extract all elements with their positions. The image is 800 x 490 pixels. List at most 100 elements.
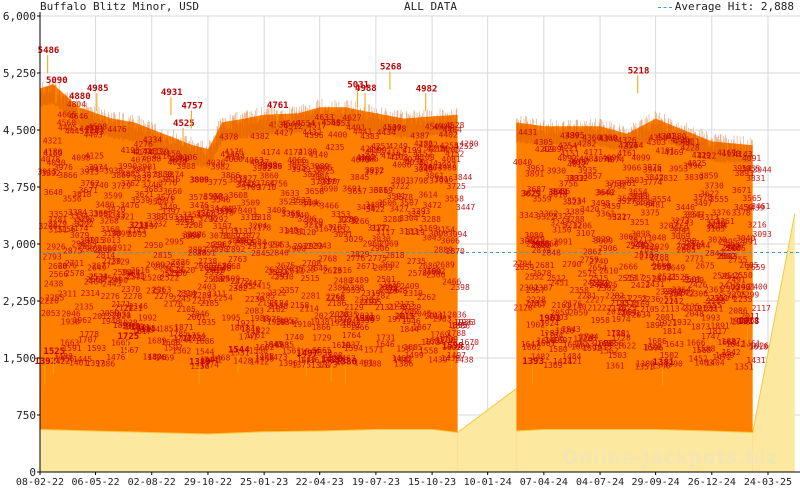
- hit-value-label: 1637: [341, 341, 360, 350]
- hit-value-label: 2906: [370, 244, 389, 253]
- hit-value-label: 3043: [422, 234, 441, 243]
- hit-value-label: 1463: [337, 354, 356, 363]
- hit-value-label: 2363: [152, 285, 171, 294]
- peak-value-label: 5218: [628, 66, 650, 76]
- hit-value-label: 3522: [279, 197, 298, 206]
- hit-value-label: 2228: [527, 296, 546, 305]
- hit-value-label: 2113: [660, 304, 679, 313]
- hit-value-label: 3206: [573, 221, 592, 230]
- hit-value-label: 2620: [176, 266, 195, 275]
- hit-value-label: 3756: [559, 180, 578, 189]
- hit-value-label: 1948: [101, 317, 120, 326]
- hit-value-label: 2906: [726, 244, 745, 253]
- hit-value-label: 2900: [287, 245, 306, 254]
- hit-value-label: 2613: [323, 266, 342, 275]
- hit-value-label: 3353: [331, 210, 350, 219]
- hit-value-label: 3660: [163, 187, 182, 196]
- hit-value-label: 4311: [681, 137, 700, 146]
- hit-value-label: 1871: [131, 323, 150, 332]
- hit-value-label: 2176: [563, 300, 582, 309]
- hit-value-label: 2351: [146, 286, 165, 295]
- hit-value-label: 2208: [706, 297, 725, 306]
- hit-value-label: 2059: [569, 309, 588, 318]
- hit-value-label: 3608: [229, 191, 248, 200]
- hit-value-label: 4254: [618, 142, 637, 151]
- hit-value-label: 2342: [663, 287, 682, 296]
- hit-value-label: 4078: [41, 155, 60, 164]
- hit-value-label: 3777: [321, 178, 340, 187]
- hit-value-label: 1817: [708, 327, 727, 336]
- hit-value-label: 1728: [612, 334, 631, 343]
- hit-value-label: 2214: [659, 297, 678, 306]
- hit-value-label: 1442: [393, 355, 412, 364]
- hit-value-label: 1934: [275, 318, 294, 327]
- hit-value-label: 1867: [412, 323, 431, 332]
- hit-value-label: 3990: [118, 162, 137, 171]
- hit-value-label: 3243: [674, 219, 693, 228]
- hit-value-label: 2646: [309, 264, 328, 273]
- hit-value-label: 1497: [447, 351, 466, 360]
- hit-value-label: 1938: [310, 318, 329, 327]
- hit-value-label: 1935: [197, 318, 216, 327]
- hit-value-label: 3935: [578, 166, 597, 175]
- hit-value-label: 3334: [69, 212, 88, 221]
- hit-value-label: 2228: [354, 296, 373, 305]
- hit-value-label: 3618: [72, 190, 91, 199]
- hit-value-label: 4024: [419, 159, 438, 168]
- hit-value-label: 3562: [617, 194, 636, 203]
- hit-value-label: 4199: [402, 146, 421, 155]
- hit-value-label: 3062: [619, 232, 638, 241]
- hit-value-label: 2726: [171, 258, 190, 267]
- hit-value-label: 1686: [648, 337, 667, 346]
- hit-value-label: 1386: [394, 360, 413, 369]
- hit-value-label: 1707: [78, 335, 97, 344]
- hit-value-label: 2302: [179, 290, 198, 299]
- hit-value-label: 3098: [631, 230, 650, 239]
- hit-value-label: 2788: [650, 253, 669, 262]
- hit-value-label: 2046: [190, 310, 209, 319]
- hit-value-label: 1651: [741, 340, 760, 349]
- hit-value-label: 1700: [436, 336, 455, 345]
- hit-value-label: 1602: [442, 343, 461, 352]
- hit-value-label: 1787: [540, 329, 559, 338]
- hit-value-label: 1656: [604, 339, 623, 348]
- hit-value-label: 2015: [396, 312, 415, 321]
- hit-value-label: 3099: [111, 229, 130, 238]
- hit-value-label: 2262: [417, 293, 436, 302]
- range-label: ALL DATA: [404, 0, 457, 13]
- hit-value-label: 2623: [264, 266, 283, 275]
- hit-value-label: 4445: [65, 127, 84, 136]
- hit-value-label: 3219: [707, 220, 726, 229]
- hit-value-label: 3222: [75, 220, 94, 229]
- hit-value-label: 2443: [102, 279, 121, 288]
- peak-value-label: 4985: [87, 84, 109, 94]
- hit-value-label: 3212: [563, 221, 582, 230]
- hit-value-label: 2451: [550, 279, 569, 288]
- y-tick-label: 1,500: [3, 352, 36, 365]
- x-tick-label: 08-02-22: [16, 477, 64, 488]
- hit-value-label: 3671: [732, 186, 751, 195]
- hit-value-label: 1374: [200, 361, 219, 370]
- hit-value-label: 2514: [642, 274, 661, 283]
- hit-value-label: 3506: [378, 199, 397, 208]
- hit-value-label: 2545: [713, 272, 732, 281]
- hit-value-label: 4116: [152, 152, 171, 161]
- hit-value-label: 2517: [625, 274, 644, 283]
- hit-value-label: 3925: [315, 167, 334, 176]
- hit-value-label: 3527: [617, 197, 636, 206]
- hit-value-label: 2849: [188, 248, 207, 257]
- hit-value-label: 1588: [696, 344, 715, 353]
- hit-value-label: 1820: [555, 327, 574, 336]
- hit-value-label: 2950: [144, 241, 163, 250]
- hit-value-label: 3832: [132, 174, 151, 183]
- hit-value-label: 3288: [565, 215, 584, 224]
- hit-value-label: 1722: [173, 334, 192, 343]
- hit-value-label: 3656: [551, 187, 570, 196]
- hit-value-label: 1421: [563, 357, 582, 366]
- hit-value-label: 3748: [237, 180, 256, 189]
- hit-value-label: 2295: [727, 291, 746, 300]
- hit-value-label: 1605: [403, 343, 422, 352]
- hit-value-label: 3832: [659, 174, 678, 183]
- y-tick-label: 0: [29, 466, 36, 479]
- watermark: Online-Jackpots.biz: [562, 447, 778, 469]
